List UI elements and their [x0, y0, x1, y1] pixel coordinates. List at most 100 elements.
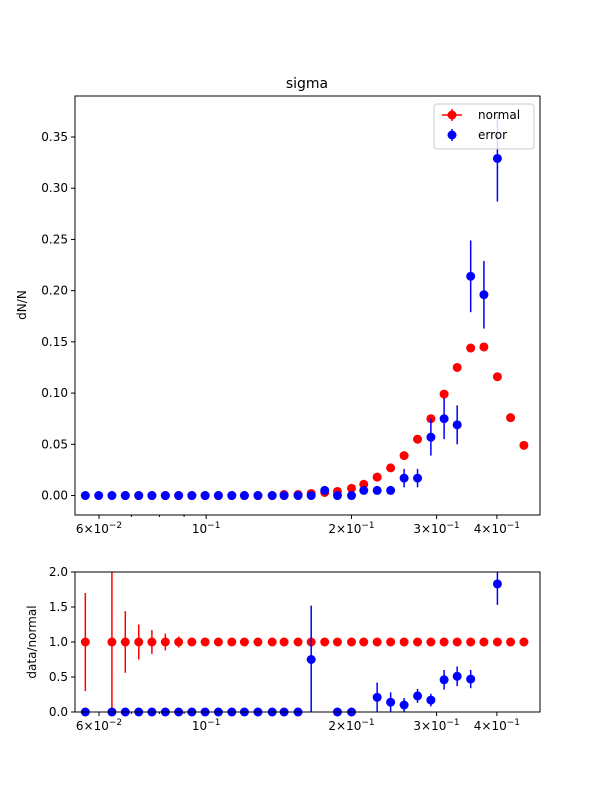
top-error-point-13 — [253, 491, 263, 501]
top-normal-point-28 — [492, 372, 502, 382]
bottom-normal-point-18 — [332, 637, 342, 647]
top-error-point-26 — [426, 432, 436, 442]
bottom-normal-point-29 — [479, 637, 489, 647]
top-xtick-label-1: 10−1 — [192, 521, 221, 536]
bottom-normal-point-12 — [253, 637, 263, 647]
bottom-normal-point-17 — [320, 637, 330, 647]
top-error-point-9 — [200, 491, 210, 501]
top-normal-point-19 — [372, 472, 382, 482]
top-error-point-6 — [160, 491, 170, 501]
top-plot-frame — [74, 95, 541, 516]
bottom-error-point-25 — [452, 671, 462, 681]
top-normal-point-21 — [399, 451, 409, 461]
bottom-normal-point-20 — [359, 637, 369, 647]
top-ytick-label-2: 0.10 — [41, 386, 68, 400]
bottom-plot-frame — [74, 571, 541, 713]
top-error-point-5 — [147, 491, 157, 501]
top-error-point-16 — [293, 491, 303, 501]
top-error-point-22 — [372, 485, 382, 495]
top-ytick-label-5: 0.25 — [41, 232, 68, 246]
bottom-error-point-22 — [413, 691, 423, 701]
top-ytick-label-4: 0.20 — [41, 284, 68, 298]
top-error-point-28 — [452, 420, 462, 430]
legend-normal-marker — [447, 110, 457, 120]
top-error-point-8 — [187, 491, 197, 501]
bottom-normal-point-24 — [413, 637, 423, 647]
top-normal-point-24 — [439, 389, 449, 399]
top-error-point-23 — [386, 485, 396, 495]
top-panel: sigma dN/N 0.000.050.100.150.200.250.300… — [15, 76, 541, 536]
bottom-error-point-16 — [306, 655, 316, 664]
bottom-normal-point-10 — [227, 637, 237, 647]
bottom-normal-point-5 — [160, 637, 170, 647]
bottom-ytick-label-2: 1.0 — [49, 635, 68, 649]
bottom-normal-point-28 — [466, 637, 476, 647]
top-error-point-0 — [80, 491, 90, 501]
bottom-normal-point-22 — [386, 637, 396, 647]
bottom-normal-point-9 — [213, 637, 223, 647]
top-ticks: 0.00 0.05 0.10 0.15 0.20 0.25 0.30 0.35 6×10−2 10… — [41, 130, 520, 536]
top-xtick-label-2: 2×10−1 — [328, 521, 374, 536]
bottom-error-point-27 — [492, 579, 502, 589]
top-error-point-24 — [399, 473, 409, 483]
bottom-normal-point-31 — [506, 637, 516, 647]
top-error-point-20 — [347, 491, 357, 501]
top-normal-point-27 — [479, 342, 489, 352]
top-xtick-label-0: 6×10−2 — [76, 521, 122, 536]
top-error-point-2 — [107, 491, 117, 501]
top-error-point-4 — [134, 491, 144, 501]
bottom-normal-point-4 — [147, 637, 157, 647]
bottom-error-point-20 — [386, 697, 396, 707]
top-error-point-1 — [94, 491, 104, 501]
bottom-normal-point-27 — [452, 637, 462, 647]
top-error-point-10 — [213, 491, 223, 501]
top-error-point-17 — [306, 491, 316, 501]
legend-error-label: error — [478, 128, 507, 142]
top-error-point-21 — [359, 485, 369, 495]
top-error-point-27 — [439, 414, 449, 424]
top-error-point-11 — [227, 491, 237, 501]
top-ytick-label-1: 0.05 — [41, 437, 68, 451]
top-error-point-14 — [267, 491, 277, 501]
bottom-normal-point-8 — [200, 637, 210, 647]
top-normal-point-25 — [452, 362, 462, 372]
top-error-point-19 — [332, 491, 342, 501]
top-error-point-25 — [413, 473, 423, 483]
top-ytick-label-6: 0.30 — [41, 181, 68, 195]
bottom-normal-point-3 — [134, 637, 144, 647]
top-error-point-29 — [466, 271, 476, 281]
bottom-ytick-label-3: 1.5 — [49, 600, 68, 614]
bottom-normal-point-26 — [439, 637, 449, 647]
bottom-xtick-label-0: 6×10−2 — [76, 718, 122, 733]
bottom-error-point-23 — [426, 695, 436, 705]
bottom-ytick-label-1: 0.5 — [49, 670, 68, 684]
top-ytick-label-0: 0.00 — [41, 489, 68, 503]
bottom-xtick-label-4: 4×10−1 — [474, 718, 520, 733]
top-xtick-label-4: 4×10−1 — [474, 521, 520, 536]
legend-normal-label: normal — [478, 108, 520, 122]
bottom-normal-point-30 — [492, 637, 502, 647]
top-error-point-31 — [492, 153, 502, 163]
bottom-marks — [80, 572, 529, 717]
bottom-normal-point-6 — [174, 637, 184, 647]
top-marks — [80, 115, 529, 501]
bottom-normal-point-25 — [426, 637, 436, 647]
top-normal-point-22 — [413, 434, 423, 444]
bottom-ticks: 0.0 0.5 1.0 1.5 2.0 6×10−2 10−1 2×10−1 3×10−1 4×1… — [49, 565, 520, 733]
bottom-normal-point-2 — [120, 637, 130, 647]
top-error-point-18 — [320, 485, 330, 495]
top-error-point-30 — [479, 290, 489, 300]
bottom-normal-point-7 — [187, 637, 197, 647]
chart-title: sigma — [286, 76, 328, 92]
bottom-xtick-label-2: 2×10−1 — [328, 718, 374, 733]
top-error-point-7 — [174, 491, 184, 501]
top-normal-point-17 — [347, 483, 357, 493]
bottom-error-point-19 — [372, 692, 382, 702]
bottom-panel: data/normal 0.0 0.5 1.0 1.5 2.0 6×10−2 10−1 2×1… — [25, 565, 541, 733]
bottom-error-point-24 — [439, 675, 449, 685]
top-ylabel: dN/N — [15, 290, 29, 320]
legend: normal error — [433, 103, 535, 150]
legend-error-marker — [447, 130, 457, 140]
bottom-xtick-label-3: 3×10−1 — [413, 718, 459, 733]
